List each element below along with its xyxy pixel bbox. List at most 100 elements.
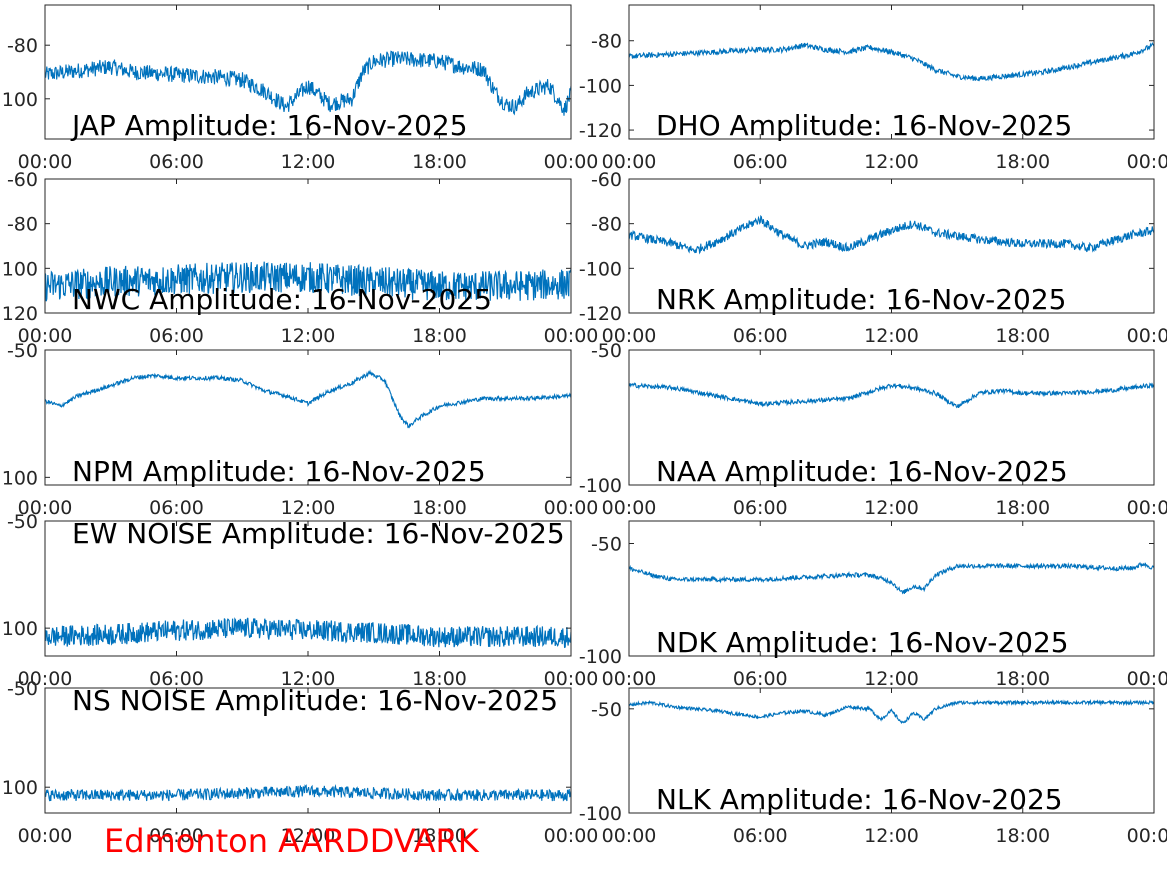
x-tick-label: 18:00 — [995, 151, 1050, 173]
x-tick-label: 12:00 — [281, 497, 336, 519]
y-tick-label: -50 — [7, 678, 38, 700]
y-tick-label: -50 — [591, 699, 622, 721]
x-tick-label: 06:00 — [149, 497, 204, 519]
x-tick-label: 06:00 — [733, 497, 788, 519]
x-tick-label: 00:00 — [544, 151, 599, 173]
x-tick-label: 00:00 — [602, 825, 657, 847]
y-tick-label: -120 — [579, 120, 622, 142]
x-tick-label: 00:00 — [18, 151, 73, 173]
chart-title: NWC Amplitude: 16-Nov-2025 — [72, 283, 492, 316]
x-tick-label: 12:00 — [864, 668, 919, 690]
chart-panel-7: 00:00 06:00 12:00 18:00 00:00 -50 -100 NDK Ampl… — [579, 520, 1167, 690]
x-tick-label: 00:00 — [18, 497, 73, 519]
y-tick-label: 100 — [2, 258, 38, 280]
x-tick-label: 00:00 — [18, 668, 73, 690]
series-line — [45, 783, 571, 802]
series-line — [629, 41, 1154, 82]
x-tick-label: 00:00 — [544, 668, 599, 690]
x-tick-label: 06:00 — [149, 151, 204, 173]
chart-panel-0: 00:00 06:00 12:00 18:00 00:00 -80 100 JAP Ampli… — [2, 4, 599, 173]
x-tick-label: 06:00 — [733, 668, 788, 690]
chart-title: NS NOISE Amplitude: 16-Nov-2025 — [72, 684, 558, 717]
y-tick-label: 100 — [2, 467, 38, 489]
chart-panel-4: 00:00 06:00 12:00 18:00 00:00 -50 100 NPM Ampli… — [2, 340, 599, 519]
chart-panel-3: 00:00 06:00 12:00 18:00 00:00 -60 -80 -100 -120 N… — [579, 169, 1167, 347]
y-tick-label: -60 — [7, 169, 38, 191]
x-tick-label: 12:00 — [864, 825, 919, 847]
chart-title: NAA Amplitude: 16-Nov-2025 — [656, 455, 1068, 488]
x-tick-label: 00:00 — [602, 497, 657, 519]
x-tick-label: 06:00 — [733, 825, 788, 847]
x-tick-label: 00:00 — [1127, 668, 1167, 690]
chart-panel-5: 00:00 06:00 12:00 18:00 00:00 -50 -100 NAA Ampl… — [579, 340, 1167, 519]
series-line — [629, 561, 1154, 595]
chart-title: JAP Amplitude: 16-Nov-2025 — [70, 109, 468, 142]
x-tick-label: 06:00 — [733, 325, 788, 347]
x-tick-label: 00:00 — [1127, 325, 1167, 347]
y-tick-label: -50 — [591, 534, 622, 556]
y-tick-label: -50 — [591, 340, 622, 362]
x-tick-label: 12:00 — [281, 325, 336, 347]
y-tick-label: -50 — [7, 511, 38, 533]
series-line — [45, 617, 571, 649]
x-tick-label: 00:00 — [1127, 497, 1167, 519]
chart-title: NLK Amplitude: 16-Nov-2025 — [656, 783, 1063, 816]
x-tick-label: 12:00 — [864, 325, 919, 347]
chart-title: EW NOISE Amplitude: 16-Nov-2025 — [72, 517, 565, 550]
x-tick-label: 00:00 — [1127, 151, 1167, 173]
x-tick-label: 18:00 — [995, 668, 1050, 690]
y-tick-label: -100 — [579, 475, 622, 497]
x-tick-label: 06:00 — [149, 668, 204, 690]
y-tick-label: 100 — [2, 777, 38, 799]
x-tick-label: 00:00 — [1127, 825, 1167, 847]
y-tick-label: 100 — [2, 618, 38, 640]
series-line — [629, 698, 1154, 725]
x-tick-label: 00:00 — [602, 668, 657, 690]
x-tick-label: 12:00 — [864, 497, 919, 519]
y-tick-label: 120 — [2, 303, 38, 325]
series-line — [45, 369, 571, 429]
x-tick-label: 12:00 — [281, 151, 336, 173]
x-tick-label: 00:00 — [602, 325, 657, 347]
x-tick-label: 18:00 — [995, 497, 1050, 519]
chart-panel-2: 00:00 06:00 12:00 18:00 00:00 -60 -80 100 120 NWC… — [2, 169, 599, 347]
y-tick-label: -100 — [579, 803, 622, 825]
y-tick-label: -80 — [7, 214, 38, 236]
chart-panel-1: 00:00 06:00 12:00 18:00 00:00 -80 -100 -120 DHO … — [579, 4, 1167, 173]
y-tick-label: -50 — [7, 340, 38, 362]
series-line — [45, 261, 571, 302]
x-tick-label: 18:00 — [412, 497, 467, 519]
y-tick-label: -60 — [591, 169, 622, 191]
x-tick-label: 18:00 — [412, 668, 467, 690]
x-tick-label: 18:00 — [412, 825, 467, 847]
series-line — [45, 50, 571, 116]
x-tick-label: 06:00 — [149, 825, 204, 847]
series-line — [629, 214, 1154, 255]
x-tick-label: 12:00 — [281, 825, 336, 847]
x-tick-label: 18:00 — [412, 325, 467, 347]
y-tick-label: -100 — [579, 646, 622, 668]
chart-title: NRK Amplitude: 16-Nov-2025 — [656, 283, 1066, 316]
y-tick-label: 100 — [2, 89, 38, 111]
y-tick-label: -100 — [579, 258, 622, 280]
series-line — [629, 382, 1154, 409]
x-tick-label: 00:00 — [18, 825, 73, 847]
chart-panel-8: 00:00 06:00 12:00 18:00 00:00 -50 100 NS NOISE … — [2, 678, 599, 847]
x-tick-label: 00:00 — [602, 151, 657, 173]
x-tick-label: 00:00 — [544, 825, 599, 847]
x-tick-label: 00:00 — [18, 325, 73, 347]
y-tick-label: -80 — [591, 214, 622, 236]
x-tick-label: 18:00 — [995, 325, 1050, 347]
chart-panel-6: 00:00 06:00 12:00 18:00 00:00 -50 100 EW NOISE … — [2, 511, 599, 690]
y-tick-label: -120 — [579, 303, 622, 325]
station-label: Edmonton AARDDVARK — [104, 822, 479, 860]
x-tick-label: 12:00 — [864, 151, 919, 173]
x-tick-label: 00:00 — [544, 325, 599, 347]
y-tick-label: -100 — [579, 75, 622, 97]
y-tick-label: -80 — [7, 35, 38, 57]
x-tick-label: 00:00 — [544, 497, 599, 519]
chart-title: NPM Amplitude: 16-Nov-2025 — [72, 455, 486, 488]
chart-title: NDK Amplitude: 16-Nov-2025 — [656, 626, 1069, 659]
x-tick-label: 06:00 — [733, 151, 788, 173]
